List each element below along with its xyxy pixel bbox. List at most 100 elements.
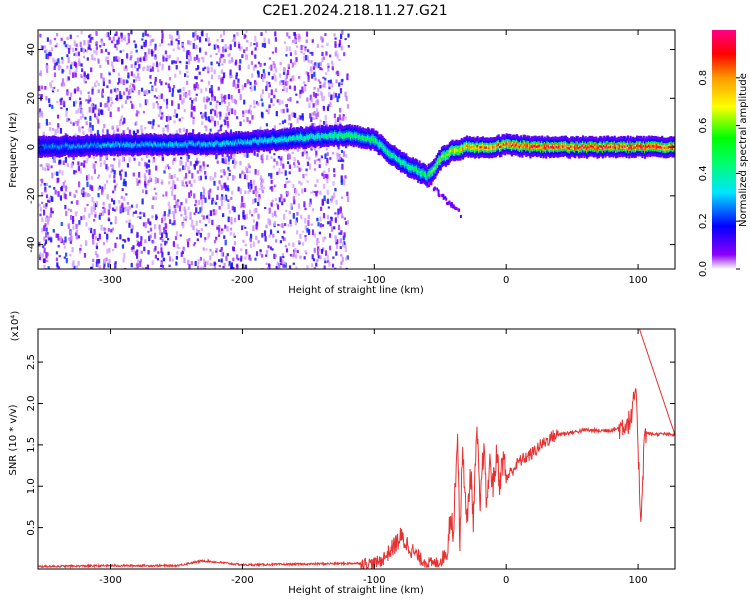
heatmap-noise-cell: [257, 201, 260, 206]
heatmap-noise-cell: [38, 155, 41, 158]
heatmap-ridge-cell: [148, 143, 151, 146]
heatmap-noise-cell: [106, 56, 110, 60]
heatmap-noise-cell: [312, 103, 315, 108]
heatmap-noise-cell: [216, 38, 219, 42]
heatmap-ridge-cell: [505, 142, 508, 145]
heatmap-noise-cell: [233, 235, 236, 238]
heatmap-noise-cell: [339, 88, 343, 94]
heatmap-noise-cell: [39, 178, 43, 182]
heatmap-noise-cell: [76, 86, 79, 92]
heatmap-noise-cell: [265, 80, 269, 86]
heatmap-noise-cell: [40, 110, 43, 116]
heatmap-noise-cell: [168, 219, 172, 224]
heatmap-ridge-cell: [397, 158, 400, 162]
heatmap-noise-cell: [160, 116, 163, 120]
heatmap-noise-cell: [259, 249, 262, 252]
heatmap-noise-cell: [236, 263, 239, 267]
heatmap-noise-cell: [51, 154, 55, 159]
heatmap-ridge-cell: [71, 145, 74, 148]
heatmap-ridge-cell: [579, 145, 582, 149]
heatmap-noise-cell: [175, 130, 178, 135]
heatmap-noise-cell: [52, 229, 55, 233]
heatmap-noise-cell: [144, 42, 147, 48]
heatmap-ridge-cell: [357, 136, 360, 139]
heatmap-noise-cell: [246, 79, 249, 85]
heatmap-noise-cell: [240, 258, 243, 262]
heatmap-noise-cell: [48, 49, 51, 54]
heatmap-noise-cell: [307, 59, 310, 63]
heatmap-noise-cell: [319, 61, 322, 67]
heatmap-ridge-cell: [94, 142, 97, 146]
heatmap-noise-cell: [69, 230, 73, 235]
heatmap-ridge-cell: [618, 145, 622, 149]
heatmap-noise-cell: [294, 247, 297, 253]
heatmap-noise-cell: [329, 101, 332, 108]
heatmap-noise-cell: [341, 30, 344, 35]
heatmap-noise-cell: [221, 78, 224, 84]
heatmap-noise-cell: [115, 97, 118, 101]
heatmap-noise-cell: [245, 47, 248, 51]
heatmap-noise-cell: [239, 121, 242, 127]
heatmap-noise-cell: [296, 160, 300, 164]
heatmap-noise-cell: [252, 190, 255, 194]
heatmap-noise-cell: [331, 152, 335, 155]
heatmap-noise-cell: [193, 179, 196, 183]
heatmap-noise-cell: [276, 230, 280, 234]
heatmap-noise-cell: [272, 61, 275, 65]
heatmap-noise-cell: [280, 156, 283, 161]
heatmap-noise-cell: [112, 248, 115, 252]
heatmap-noise-cell: [69, 34, 72, 39]
heatmap-noise-cell: [343, 232, 346, 238]
heatmap-noise-cell: [221, 76, 224, 81]
heatmap-noise-cell: [165, 232, 168, 239]
heatmap-noise-cell: [66, 117, 69, 123]
heatmap-noise-cell: [96, 237, 100, 242]
heatmap-noise-cell: [149, 178, 153, 182]
heatmap-noise-cell: [45, 163, 48, 167]
heatmap-noise-cell: [193, 212, 196, 215]
heatmap-noise-cell: [325, 51, 328, 56]
heatmap-noise-cell: [97, 108, 100, 114]
heatmap-noise-cell: [319, 190, 322, 195]
heatmap-noise-cell: [220, 69, 224, 74]
heatmap-noise-cell: [246, 174, 249, 181]
heatmap-ridge-cell: [91, 143, 94, 146]
heatmap-noise-cell: [136, 243, 139, 246]
heatmap-noise-cell: [174, 60, 178, 64]
heatmap-ridge-cell: [601, 146, 604, 150]
heatmap-noise-cell: [137, 111, 140, 114]
heatmap-noise-cell: [286, 32, 289, 37]
heatmap-noise-cell: [205, 215, 209, 219]
heatmap-ridge-cell: [591, 144, 594, 148]
heatmap-noise-cell: [69, 121, 73, 124]
heatmap-ridge-cell: [597, 146, 601, 149]
heatmap-noise-cell: [112, 190, 115, 194]
heatmap-ridge-cell: [370, 137, 374, 140]
heatmap-ridge-cell: [39, 146, 43, 149]
heatmap-noise-cell: [313, 110, 316, 116]
heatmap-noise-cell: [154, 43, 157, 48]
heatmap-noise-cell: [58, 159, 61, 163]
heatmap-noise-cell: [192, 32, 195, 38]
heatmap-noise-cell: [312, 91, 316, 97]
heatmap-noise-cell: [334, 267, 337, 269]
heatmap-noise-cell: [92, 258, 95, 262]
heatmap-noise-cell: [74, 170, 78, 173]
heatmap-noise-cell: [157, 153, 160, 158]
heatmap-noise-cell: [244, 83, 247, 88]
heatmap-noise-cell: [296, 117, 299, 124]
heatmap-noise-cell: [246, 116, 249, 123]
heatmap-noise-cell: [340, 33, 343, 39]
heatmap-noise-cell: [90, 266, 93, 269]
heatmap-noise-cell: [274, 254, 277, 258]
heatmap-noise-cell: [129, 57, 132, 61]
heatmap-noise-cell: [171, 60, 174, 65]
heatmap-noise-cell: [112, 130, 116, 135]
heatmap-noise-cell: [321, 172, 324, 177]
heatmap-noise-cell: [77, 58, 81, 63]
heatmap-noise-cell: [66, 65, 69, 69]
heatmap-noise-cell: [234, 84, 238, 89]
heatmap-noise-cell: [283, 41, 287, 45]
heatmap-ridge-cell: [100, 145, 103, 148]
heatmap-noise-cell: [341, 117, 344, 121]
